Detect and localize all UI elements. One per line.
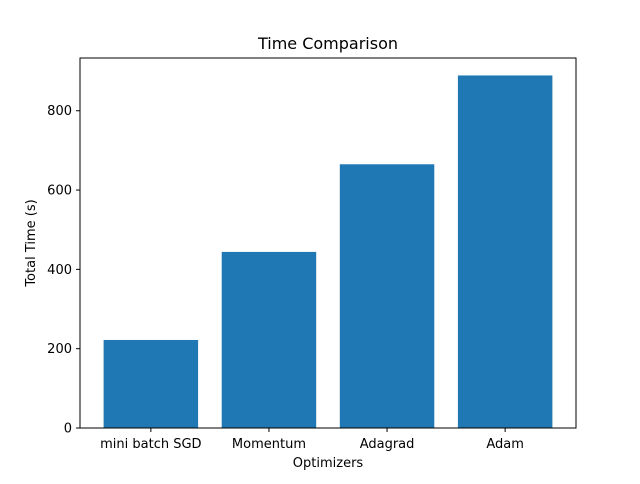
bar-adagrad	[339, 164, 435, 428]
y-tick-label: 600	[47, 184, 72, 199]
x-axis-label: Optimizers	[293, 456, 364, 471]
y-axis-ticks: 0 200 400 600 800	[47, 104, 80, 437]
plot-area-frame	[79, 57, 577, 429]
y-tick-label: 200	[47, 342, 72, 357]
y-tick-label: 800	[47, 104, 72, 119]
bars-layer	[103, 75, 553, 428]
axes-layer	[79, 57, 577, 429]
x-tick-label: Adagrad	[360, 437, 415, 452]
bar-mini-batch-sgd	[103, 339, 199, 428]
bar-momentum	[221, 251, 317, 428]
y-axis-label: Total Time (s)	[24, 199, 39, 287]
x-tick-label: Momentum	[232, 437, 306, 452]
y-tick-label: 400	[47, 263, 72, 278]
x-axis-ticks: mini batch SGD Momentum Adagrad Adam	[100, 428, 524, 452]
bar-adam	[457, 75, 553, 428]
y-tick-label: 0	[64, 422, 72, 437]
chart-title: Time Comparison	[257, 34, 398, 53]
x-tick-label: Adam	[486, 437, 524, 452]
x-tick-label: mini batch SGD	[100, 437, 201, 452]
